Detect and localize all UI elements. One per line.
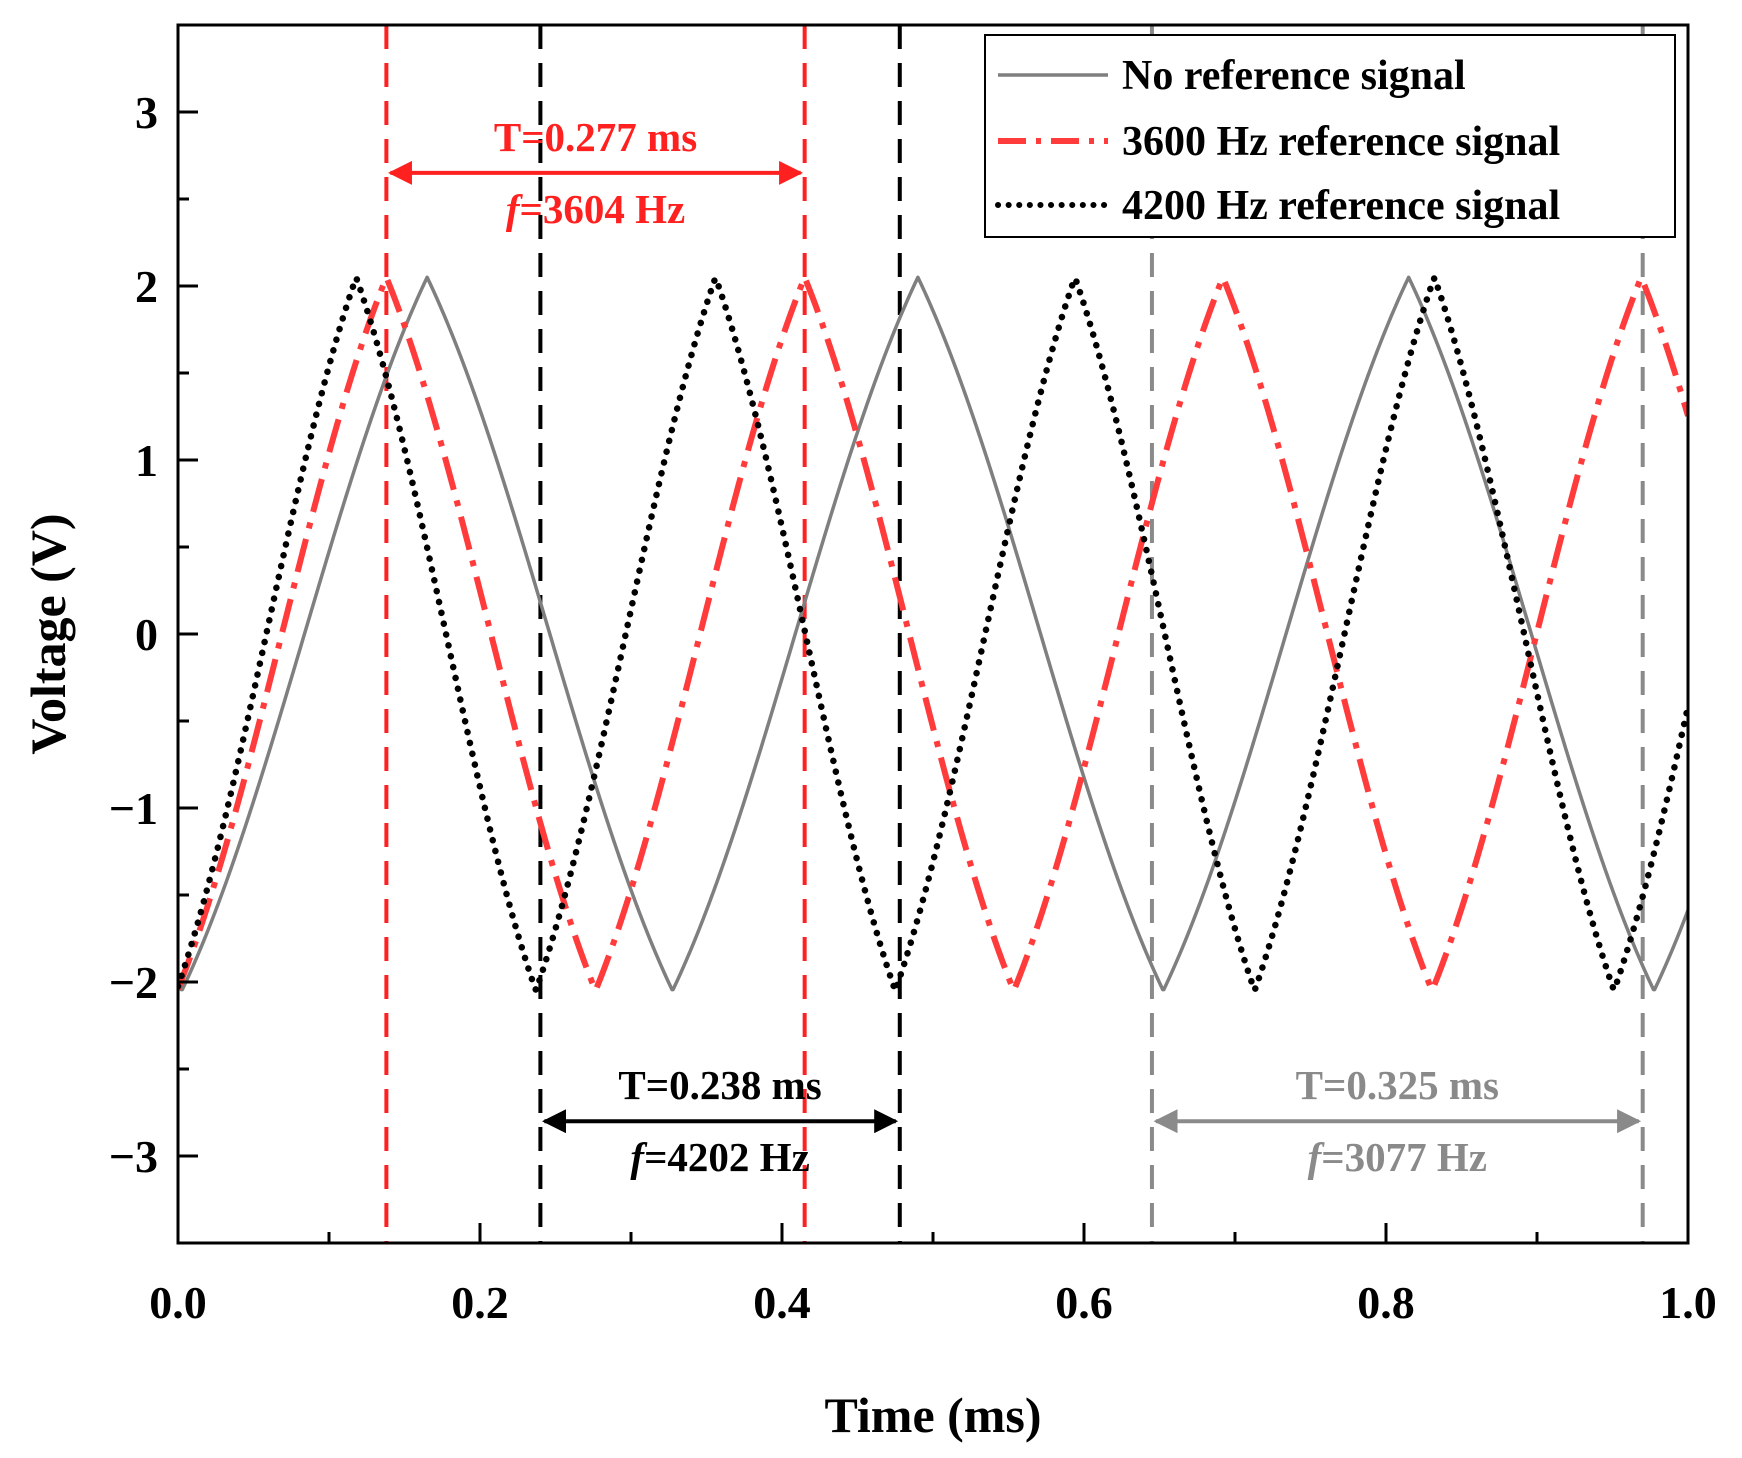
y-tick-label: −3 [109,1131,158,1182]
x-tick-label: 0.6 [1055,1277,1113,1328]
series-line-0 [178,275,1688,992]
x-axis-title: Time (ms) [824,1387,1041,1443]
y-tick-label: 2 [135,261,158,312]
legend-box [984,34,1676,238]
y-axis-title: Voltage (V) [20,513,76,754]
legend-label-no-reference: No reference signal [1122,53,1466,99]
frequency-label: f=4202 Hz [630,1134,809,1180]
frequency-label: f=3077 Hz [1308,1134,1487,1180]
x-tick-label: 0.8 [1357,1277,1415,1328]
x-tick-label: 1.0 [1659,1277,1717,1328]
series-line-1 [178,274,1688,994]
signal-curves [178,274,1688,994]
period-label: T=0.238 ms [618,1062,821,1108]
series-line-2 [178,274,1688,994]
legend-label-3600hz: 3600 Hz reference signal [1122,119,1560,165]
y-tick-label: 3 [135,87,158,138]
legend-label-4200hz: 4200 Hz reference signal [1122,183,1560,229]
tick-labels: 0.0 0.2 0.4 0.6 0.8 1.0 3 2 1 0 −1 −2 −3 [109,87,1717,1328]
legend: No reference signal 3600 Hz reference si… [984,34,1676,238]
x-tick-label: 0.0 [149,1277,207,1328]
period-label: T=0.325 ms [1296,1062,1499,1108]
period-label: T=0.277 ms [494,114,697,160]
period-annotations: T=0.277 ms f=3604 Hz T=0.238 ms f=4202 Hz T=… [387,114,1642,1180]
y-tick-label: 1 [135,435,158,486]
x-tick-label: 0.2 [451,1277,509,1328]
frequency-label: f=3604 Hz [506,186,685,232]
axis-ticks [176,110,1690,1243]
y-tick-label: −1 [109,783,158,834]
y-tick-label: 0 [135,609,158,660]
plot-frame [176,23,1690,1245]
x-tick-label: 0.4 [753,1277,811,1328]
y-tick-label: −2 [109,957,158,1008]
